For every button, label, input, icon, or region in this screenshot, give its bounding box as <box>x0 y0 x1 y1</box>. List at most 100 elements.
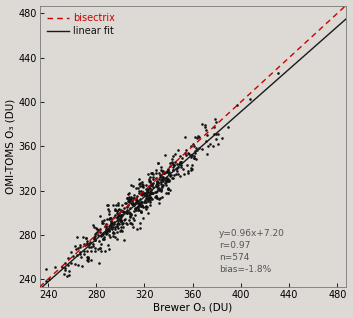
Point <box>162 153 168 158</box>
Point <box>214 131 219 136</box>
Point <box>148 183 154 188</box>
Point <box>121 206 126 211</box>
Point <box>110 233 116 238</box>
Point <box>112 234 118 239</box>
Point <box>97 245 103 251</box>
Point <box>145 198 150 204</box>
Point <box>103 223 109 228</box>
Point <box>118 229 123 234</box>
Point <box>110 224 116 229</box>
Point <box>205 143 210 148</box>
Point <box>149 182 154 187</box>
Point <box>115 220 120 225</box>
Point <box>145 211 151 216</box>
Point <box>92 237 98 242</box>
Point <box>125 195 130 200</box>
Point <box>204 133 209 138</box>
Point <box>153 182 159 187</box>
Point <box>211 131 217 136</box>
Point <box>178 160 183 165</box>
Point <box>133 197 139 202</box>
Point <box>98 233 104 238</box>
Point <box>155 183 161 188</box>
Point <box>135 194 140 199</box>
Point <box>52 265 58 270</box>
Point <box>125 198 131 204</box>
Point <box>247 97 253 102</box>
Point <box>77 242 82 247</box>
Point <box>124 204 130 210</box>
Point <box>154 183 160 189</box>
Point <box>78 250 83 255</box>
Point <box>118 212 124 218</box>
Point <box>175 147 181 152</box>
Point <box>128 220 133 225</box>
Point <box>103 228 109 233</box>
Point <box>159 176 165 182</box>
Point <box>114 215 120 220</box>
Point <box>114 222 120 227</box>
Point <box>119 209 124 214</box>
Point <box>165 177 171 182</box>
Point <box>88 248 94 253</box>
Point <box>225 124 231 129</box>
Point <box>167 174 173 179</box>
Point <box>124 200 129 205</box>
Point <box>132 207 138 212</box>
Point <box>148 194 153 199</box>
Point <box>161 177 167 182</box>
Point <box>177 173 183 178</box>
Point <box>65 256 71 261</box>
Point <box>150 170 155 175</box>
Point <box>92 246 97 251</box>
Point <box>109 223 114 228</box>
Point <box>169 160 175 165</box>
Point <box>108 225 113 230</box>
Point <box>204 151 210 156</box>
Point <box>114 223 120 228</box>
Point <box>147 179 153 184</box>
Point <box>108 218 114 224</box>
Point <box>131 217 137 222</box>
Point <box>84 254 90 259</box>
Point <box>163 170 168 175</box>
Point <box>146 186 152 191</box>
Point <box>124 210 130 215</box>
Point <box>137 181 142 186</box>
Point <box>196 146 202 151</box>
Point <box>158 188 164 193</box>
Point <box>109 220 115 225</box>
Point <box>149 183 155 188</box>
Point <box>88 258 94 263</box>
Point <box>149 188 154 193</box>
Point <box>164 175 169 180</box>
Point <box>137 183 143 189</box>
Point <box>148 190 154 195</box>
Point <box>81 249 86 254</box>
Point <box>165 187 171 192</box>
Point <box>104 230 110 235</box>
Point <box>127 211 133 216</box>
Point <box>112 225 118 230</box>
Point <box>140 183 145 188</box>
Point <box>46 276 52 281</box>
Point <box>160 184 165 189</box>
Point <box>123 210 128 215</box>
Point <box>143 187 149 192</box>
Point <box>130 215 136 220</box>
Point <box>149 190 154 195</box>
Point <box>133 185 139 190</box>
Point <box>108 222 114 227</box>
Point <box>135 207 141 212</box>
Point <box>185 163 190 168</box>
Point <box>203 138 209 143</box>
Point <box>191 155 196 160</box>
Point <box>86 242 91 247</box>
Point <box>149 182 154 187</box>
Point <box>156 186 162 191</box>
Point <box>103 224 108 229</box>
Point <box>142 193 148 198</box>
Point <box>112 207 117 212</box>
Point <box>125 202 130 207</box>
Point <box>178 159 184 164</box>
